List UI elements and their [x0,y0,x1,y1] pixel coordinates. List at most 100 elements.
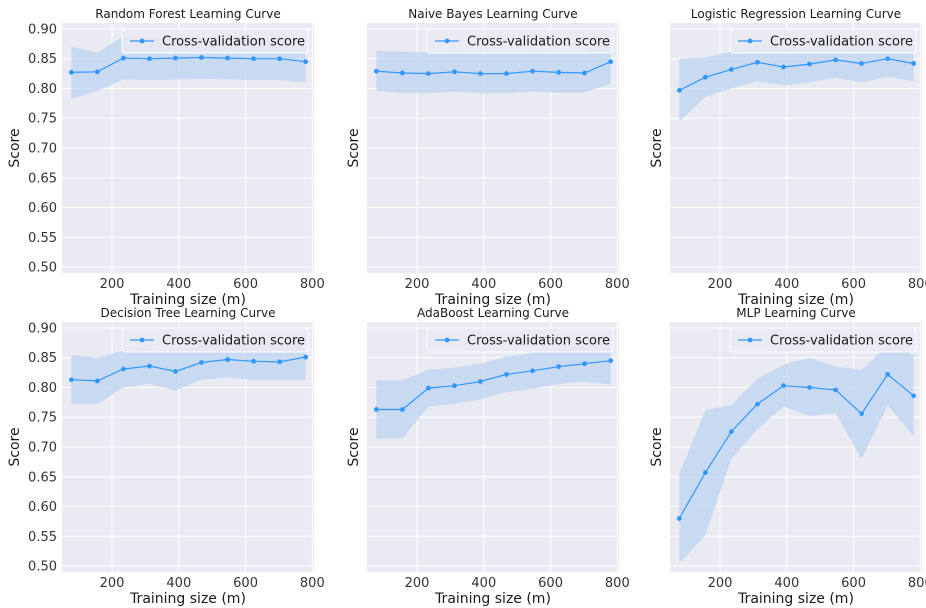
data-point [399,407,405,412]
y-tick-label: 0.85 [28,52,57,67]
data-point [121,55,126,61]
x-tick-label: 600 [233,277,258,292]
data-point [373,68,379,74]
chart-panel-6: MLP Learning Curve 200 400 600 800 Training s… [649,306,926,607]
y-tick-label: 0.85 [28,351,57,366]
x-axis-label: Training size (m) [737,292,854,308]
legend: Cross-validation score [426,327,614,353]
series-line [376,61,611,75]
y-tick-label: 0.65 [28,470,57,485]
data-point [399,70,405,76]
legend-marker [139,337,145,343]
data-point [807,61,812,67]
data-point [885,371,891,377]
data-point [729,67,734,72]
chart-title: Decision Tree Learning Curve [100,306,275,320]
y-tick-label: 0.60 [28,500,57,515]
chart-panel-2: Naive Bayes Learning Curve 200 400 600 800 Tr… [346,7,630,308]
legend: Cross-validation score [426,28,614,54]
y-tick-label: 0.75 [28,112,57,127]
series-line [71,356,306,382]
data-point [755,59,760,65]
legend-label: Cross-validation score [467,334,610,349]
legend-box [426,28,614,54]
data-point [781,383,786,389]
chart-panel-3: Logistic Regression Learning Curve 200 400… [649,7,926,308]
x-tick-label: 400 [471,277,496,292]
data-point [676,87,682,93]
x-tick-label: 200 [405,277,430,292]
data-point [277,56,283,62]
y-tick-label: 0.75 [28,411,57,426]
chart-title: Random Forest Learning Curve [95,7,280,21]
data-point [556,70,561,75]
x-tick-label: 800 [605,277,630,292]
data-point [729,429,734,434]
y-tick-label: 0.50 [28,261,57,276]
data-point [676,516,682,521]
series-line [376,360,611,411]
series-line [679,58,914,91]
data-point [504,371,509,377]
data-point [426,71,431,76]
data-point [251,56,256,62]
legend-box [426,327,614,353]
legend-box [729,327,917,353]
x-tick-label: 600 [841,576,866,591]
data-point [225,55,230,61]
x-tick-label: 800 [300,576,325,591]
legend-marker [747,38,753,44]
data-point [251,358,256,364]
y-tick-label: 0.55 [28,530,57,545]
y-tick-label: 0.65 [28,171,57,186]
x-tick-label: 200 [708,277,733,292]
legend-label: Cross-validation score [162,334,305,349]
data-point [277,359,283,365]
x-tick-label: 600 [233,576,258,591]
data-point [702,470,708,475]
confidence-band [376,342,611,439]
chart-title: Logistic Regression Learning Curve [691,7,901,21]
y-axis-label: Score [7,427,23,466]
y-axis-label: Score [346,427,362,466]
legend-label: Cross-validation score [467,35,610,50]
x-axis-label: Training size (m) [434,292,551,308]
data-point [582,70,588,76]
data-point [885,56,891,62]
y-tick-label: 0.70 [28,142,57,157]
data-point [582,361,588,367]
y-tick-label: 0.50 [28,560,57,575]
legend-marker [444,38,450,44]
x-tick-label: 400 [774,576,799,591]
x-tick-label: 400 [166,277,191,292]
x-tick-label: 200 [100,576,125,591]
legend-box [121,28,309,54]
data-point [911,393,917,399]
data-point [452,69,457,75]
data-point [199,55,204,60]
data-point [121,366,126,372]
legend-marker [444,337,450,343]
x-axis-label: Training size (m) [737,591,854,607]
data-point [452,383,457,389]
y-tick-label: 0.90 [28,22,57,37]
data-point [911,61,917,66]
data-point [608,358,614,364]
data-point [173,369,178,374]
y-axis-label: Score [7,128,23,167]
legend-box [121,327,309,353]
series-line [71,56,306,73]
y-tick-label: 0.80 [28,381,57,396]
x-tick-label: 200 [405,576,430,591]
data-point [303,354,309,360]
data-point [530,368,535,374]
data-point [478,71,483,76]
chart-title: MLP Learning Curve [736,306,855,320]
data-point [94,69,100,75]
legend-label: Cross-validation score [162,35,305,50]
legend: Cross-validation score [729,28,917,54]
legend-label: Cross-validation score [770,334,913,349]
legend-marker [747,337,753,343]
data-point [833,57,838,63]
